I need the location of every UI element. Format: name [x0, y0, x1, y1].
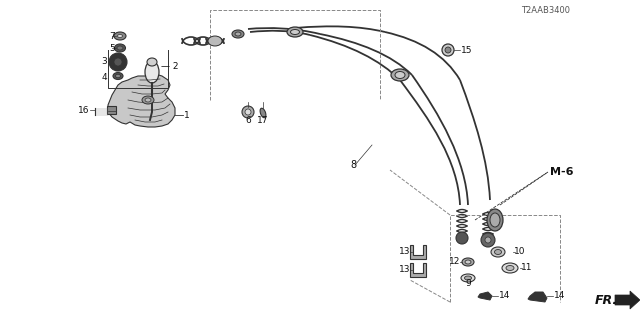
Text: 13: 13: [399, 266, 410, 275]
Text: — 2: — 2: [161, 61, 179, 70]
Text: 13: 13: [399, 247, 410, 257]
Ellipse shape: [291, 29, 300, 35]
Circle shape: [456, 232, 468, 244]
Polygon shape: [410, 263, 426, 277]
Circle shape: [442, 44, 454, 56]
Text: 15: 15: [461, 45, 472, 54]
Ellipse shape: [462, 258, 474, 266]
Bar: [107, 106, 116, 114]
Ellipse shape: [145, 98, 151, 102]
Ellipse shape: [142, 96, 154, 104]
Text: 12: 12: [449, 258, 460, 267]
Ellipse shape: [208, 36, 222, 46]
Ellipse shape: [395, 71, 405, 78]
Text: T2AAB3400: T2AAB3400: [521, 5, 570, 14]
Circle shape: [485, 237, 491, 243]
Circle shape: [114, 58, 122, 66]
Text: 7: 7: [109, 31, 115, 41]
Ellipse shape: [114, 32, 126, 40]
Circle shape: [242, 106, 254, 118]
Ellipse shape: [117, 46, 123, 50]
Text: 14: 14: [499, 292, 510, 300]
Circle shape: [245, 109, 251, 115]
Text: 10: 10: [514, 247, 525, 257]
Text: 8: 8: [350, 160, 356, 170]
Ellipse shape: [490, 213, 500, 227]
Text: 17: 17: [257, 116, 269, 124]
Polygon shape: [528, 292, 547, 302]
Text: M-6: M-6: [550, 167, 573, 177]
Ellipse shape: [118, 35, 122, 37]
Ellipse shape: [287, 27, 303, 37]
Text: 6: 6: [245, 116, 251, 124]
Ellipse shape: [147, 58, 157, 66]
Ellipse shape: [465, 260, 471, 264]
Text: 1: 1: [184, 110, 189, 119]
Text: 11: 11: [521, 263, 532, 273]
Ellipse shape: [260, 108, 266, 118]
Text: 14: 14: [554, 292, 565, 300]
Ellipse shape: [235, 32, 241, 36]
Ellipse shape: [115, 74, 120, 78]
Ellipse shape: [115, 44, 125, 52]
Circle shape: [109, 53, 127, 71]
Circle shape: [445, 47, 451, 53]
Ellipse shape: [491, 247, 505, 257]
Ellipse shape: [113, 73, 123, 79]
Ellipse shape: [145, 61, 159, 83]
Polygon shape: [478, 292, 492, 300]
Text: 16: 16: [77, 106, 89, 115]
Circle shape: [481, 233, 495, 247]
Polygon shape: [410, 245, 426, 259]
Ellipse shape: [495, 250, 502, 254]
Ellipse shape: [506, 266, 514, 270]
Ellipse shape: [232, 30, 244, 38]
Ellipse shape: [487, 209, 503, 231]
Ellipse shape: [502, 263, 518, 273]
Text: FR.: FR.: [595, 293, 618, 307]
Text: 9: 9: [465, 279, 471, 289]
Ellipse shape: [391, 69, 409, 81]
Ellipse shape: [461, 274, 475, 282]
Text: 5: 5: [109, 44, 115, 52]
Polygon shape: [108, 72, 175, 127]
Text: 4: 4: [101, 73, 107, 82]
Ellipse shape: [465, 276, 472, 280]
Polygon shape: [615, 291, 640, 309]
Text: 3: 3: [101, 57, 107, 66]
